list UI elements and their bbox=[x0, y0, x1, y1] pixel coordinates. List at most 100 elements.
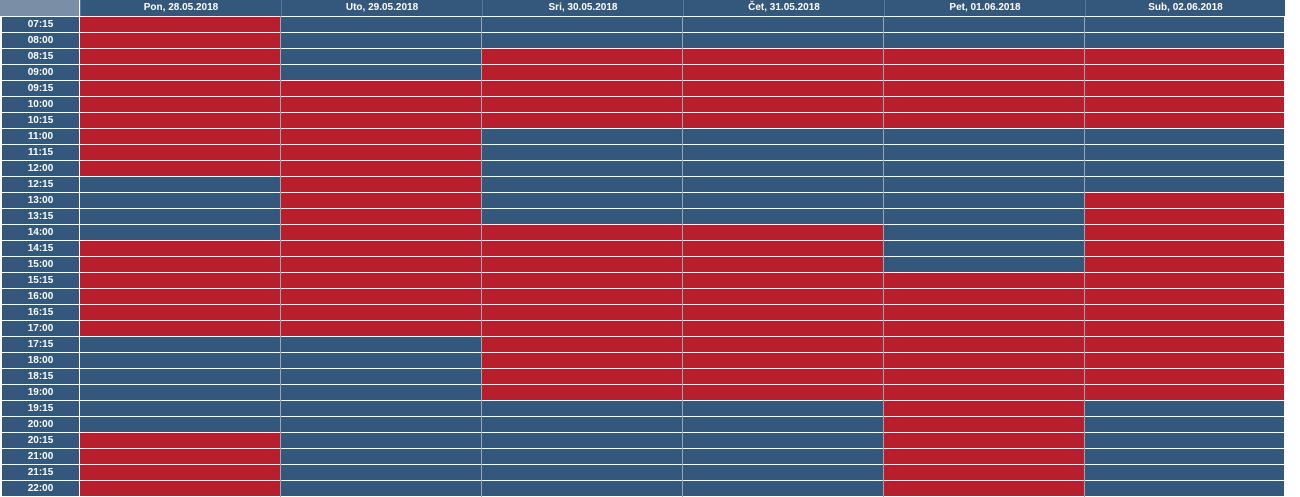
slot-monday-free[interactable] bbox=[80, 369, 280, 384]
slot-tuesday-free[interactable] bbox=[281, 65, 481, 80]
slot-wednesday-free[interactable] bbox=[482, 129, 682, 144]
slot-friday-free[interactable] bbox=[884, 145, 1084, 160]
slot-wednesday-busy[interactable] bbox=[482, 81, 682, 96]
slot-tuesday-busy[interactable] bbox=[281, 145, 481, 160]
slot-saturday-free[interactable] bbox=[1085, 481, 1284, 496]
slot-saturday-busy[interactable] bbox=[1085, 289, 1284, 304]
slot-thursday-free[interactable] bbox=[683, 465, 883, 480]
slot-saturday-busy[interactable] bbox=[1085, 97, 1284, 112]
slot-saturday-busy[interactable] bbox=[1085, 257, 1284, 272]
slot-monday-busy[interactable] bbox=[80, 289, 280, 304]
slot-thursday-free[interactable] bbox=[683, 161, 883, 176]
slot-wednesday-busy[interactable] bbox=[482, 305, 682, 320]
slot-friday-free[interactable] bbox=[884, 225, 1084, 240]
slot-wednesday-busy[interactable] bbox=[482, 49, 682, 64]
slot-monday-busy[interactable] bbox=[80, 65, 280, 80]
slot-monday-busy[interactable] bbox=[80, 257, 280, 272]
slot-tuesday-busy[interactable] bbox=[281, 321, 481, 336]
slot-saturday-busy[interactable] bbox=[1085, 273, 1284, 288]
slot-thursday-free[interactable] bbox=[683, 417, 883, 432]
slot-friday-busy[interactable] bbox=[884, 465, 1084, 480]
slot-tuesday-busy[interactable] bbox=[281, 161, 481, 176]
slot-saturday-busy[interactable] bbox=[1085, 225, 1284, 240]
slot-tuesday-busy[interactable] bbox=[281, 97, 481, 112]
slot-saturday-free[interactable] bbox=[1085, 161, 1284, 176]
slot-monday-free[interactable] bbox=[80, 177, 280, 192]
slot-wednesday-busy[interactable] bbox=[482, 385, 682, 400]
slot-wednesday-busy[interactable] bbox=[482, 241, 682, 256]
slot-friday-busy[interactable] bbox=[884, 353, 1084, 368]
slot-tuesday-busy[interactable] bbox=[281, 305, 481, 320]
slot-monday-busy[interactable] bbox=[80, 433, 280, 448]
slot-friday-free[interactable] bbox=[884, 33, 1084, 48]
slot-friday-busy[interactable] bbox=[884, 337, 1084, 352]
slot-wednesday-busy[interactable] bbox=[482, 353, 682, 368]
slot-monday-busy[interactable] bbox=[80, 161, 280, 176]
slot-monday-busy[interactable] bbox=[80, 97, 280, 112]
slot-saturday-busy[interactable] bbox=[1085, 337, 1284, 352]
slot-wednesday-free[interactable] bbox=[482, 161, 682, 176]
slot-wednesday-free[interactable] bbox=[482, 17, 682, 32]
slot-friday-busy[interactable] bbox=[884, 97, 1084, 112]
slot-thursday-free[interactable] bbox=[683, 481, 883, 496]
slot-saturday-free[interactable] bbox=[1085, 417, 1284, 432]
slot-monday-busy[interactable] bbox=[80, 465, 280, 480]
slot-thursday-busy[interactable] bbox=[683, 257, 883, 272]
slot-wednesday-free[interactable] bbox=[482, 417, 682, 432]
slot-wednesday-free[interactable] bbox=[482, 433, 682, 448]
slot-saturday-free[interactable] bbox=[1085, 33, 1284, 48]
slot-thursday-busy[interactable] bbox=[683, 337, 883, 352]
slot-monday-busy[interactable] bbox=[80, 273, 280, 288]
slot-saturday-free[interactable] bbox=[1085, 177, 1284, 192]
slot-monday-busy[interactable] bbox=[80, 241, 280, 256]
slot-thursday-busy[interactable] bbox=[683, 49, 883, 64]
slot-friday-free[interactable] bbox=[884, 241, 1084, 256]
slot-wednesday-busy[interactable] bbox=[482, 369, 682, 384]
slot-saturday-free[interactable] bbox=[1085, 17, 1284, 32]
slot-wednesday-free[interactable] bbox=[482, 177, 682, 192]
slot-saturday-busy[interactable] bbox=[1085, 193, 1284, 208]
slot-tuesday-free[interactable] bbox=[281, 417, 481, 432]
slot-friday-busy[interactable] bbox=[884, 81, 1084, 96]
slot-monday-free[interactable] bbox=[80, 417, 280, 432]
slot-tuesday-free[interactable] bbox=[281, 369, 481, 384]
slot-friday-busy[interactable] bbox=[884, 305, 1084, 320]
slot-friday-free[interactable] bbox=[884, 257, 1084, 272]
slot-thursday-busy[interactable] bbox=[683, 369, 883, 384]
slot-wednesday-busy[interactable] bbox=[482, 273, 682, 288]
slot-tuesday-busy[interactable] bbox=[281, 273, 481, 288]
slot-monday-busy[interactable] bbox=[80, 449, 280, 464]
slot-wednesday-free[interactable] bbox=[482, 33, 682, 48]
slot-tuesday-busy[interactable] bbox=[281, 289, 481, 304]
slot-friday-free[interactable] bbox=[884, 17, 1084, 32]
slot-monday-free[interactable] bbox=[80, 401, 280, 416]
slot-thursday-busy[interactable] bbox=[683, 353, 883, 368]
slot-friday-busy[interactable] bbox=[884, 417, 1084, 432]
slot-friday-free[interactable] bbox=[884, 193, 1084, 208]
slot-thursday-free[interactable] bbox=[683, 33, 883, 48]
slot-monday-busy[interactable] bbox=[80, 481, 280, 496]
slot-tuesday-free[interactable] bbox=[281, 449, 481, 464]
slot-saturday-busy[interactable] bbox=[1085, 369, 1284, 384]
slot-wednesday-free[interactable] bbox=[482, 193, 682, 208]
slot-thursday-free[interactable] bbox=[683, 129, 883, 144]
slot-thursday-busy[interactable] bbox=[683, 225, 883, 240]
slot-saturday-free[interactable] bbox=[1085, 401, 1284, 416]
slot-thursday-busy[interactable] bbox=[683, 113, 883, 128]
slot-thursday-free[interactable] bbox=[683, 209, 883, 224]
slot-tuesday-busy[interactable] bbox=[281, 81, 481, 96]
slot-wednesday-free[interactable] bbox=[482, 465, 682, 480]
slot-thursday-busy[interactable] bbox=[683, 305, 883, 320]
slot-monday-busy[interactable] bbox=[80, 49, 280, 64]
slot-saturday-free[interactable] bbox=[1085, 433, 1284, 448]
slot-tuesday-busy[interactable] bbox=[281, 241, 481, 256]
slot-friday-busy[interactable] bbox=[884, 273, 1084, 288]
slot-wednesday-busy[interactable] bbox=[482, 113, 682, 128]
slot-tuesday-busy[interactable] bbox=[281, 209, 481, 224]
slot-monday-free[interactable] bbox=[80, 353, 280, 368]
slot-thursday-busy[interactable] bbox=[683, 97, 883, 112]
slot-wednesday-busy[interactable] bbox=[482, 65, 682, 80]
slot-saturday-free[interactable] bbox=[1085, 129, 1284, 144]
slot-friday-busy[interactable] bbox=[884, 433, 1084, 448]
slot-saturday-busy[interactable] bbox=[1085, 113, 1284, 128]
